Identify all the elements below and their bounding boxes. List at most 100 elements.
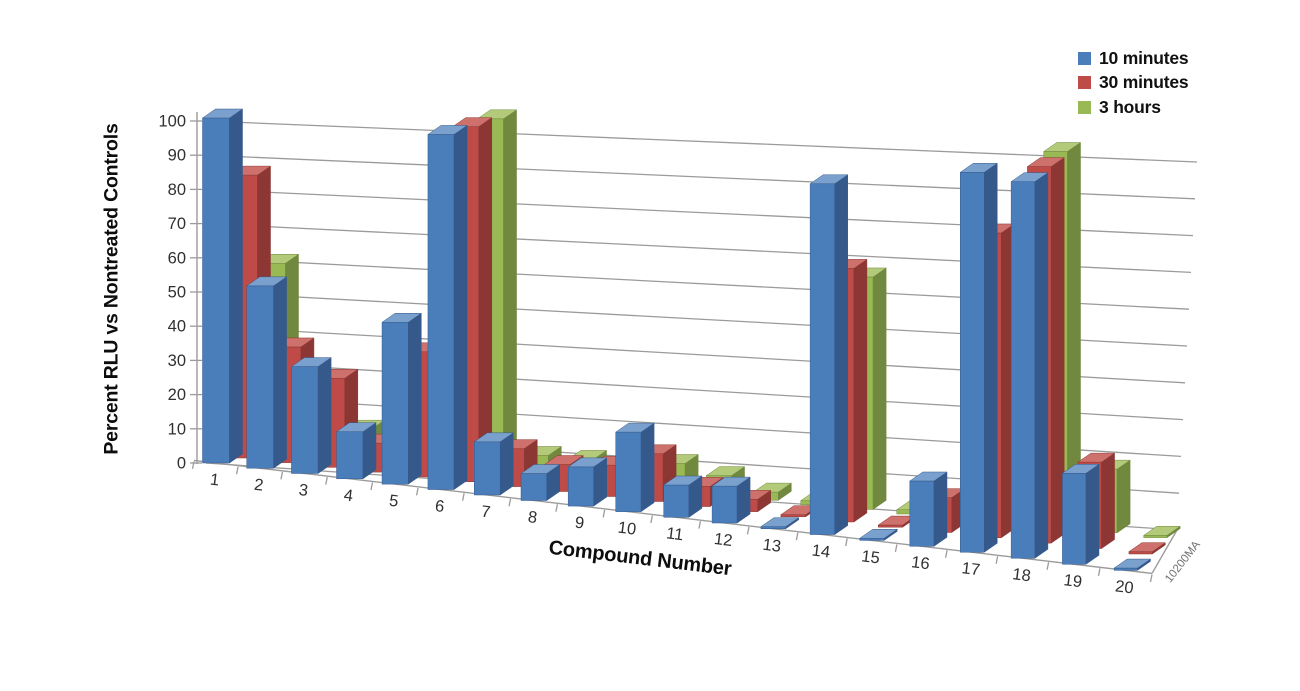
y-tick-label-70: 70 [168, 215, 186, 233]
bar-front-face [878, 524, 903, 528]
bar-side-face [503, 109, 517, 475]
x-tick-17 [995, 556, 999, 564]
bar-front-face [381, 322, 409, 485]
y-tick-label-10: 10 [168, 420, 186, 438]
bar-compound9-10-minutes [567, 457, 608, 507]
bar-front-face [663, 484, 690, 518]
x-category-label-10: 10 [617, 519, 637, 539]
bar-top-face [1042, 142, 1082, 152]
bar-top-face [1077, 452, 1116, 463]
bar-compound3-10-minutes [290, 357, 332, 474]
bar-top-face [662, 475, 703, 486]
x-tick-16 [944, 550, 948, 558]
x-tick-11 [698, 521, 702, 529]
x-category-label-2: 2 [253, 476, 264, 495]
bar-top-face [1026, 157, 1066, 167]
bar-front-face [1113, 567, 1138, 571]
x-tick-13 [795, 532, 799, 541]
bar-top-face [711, 476, 751, 487]
bar-top-face [290, 357, 332, 367]
bar-side-face [834, 174, 848, 536]
bar-side-face [273, 276, 287, 469]
bar-compound8-10-minutes [520, 464, 561, 501]
x-tick-8 [555, 504, 559, 512]
x-tick-18 [1046, 562, 1050, 570]
bar-front-face [1143, 535, 1168, 538]
bar-compound20-30-minutes [1128, 542, 1167, 555]
bar-top-face [567, 457, 608, 468]
bar-front-face [474, 441, 501, 496]
bar-compound10-10-minutes [614, 422, 655, 513]
y-tick-label-80: 80 [168, 181, 186, 199]
gridline-100 [205, 120, 1198, 163]
x-tick-20 [1149, 574, 1153, 583]
bar-side-face [1101, 452, 1115, 550]
bar-side-face [229, 108, 243, 464]
x-tick-0 [191, 461, 195, 470]
bar-front-face [1062, 473, 1087, 565]
x-tick-14 [845, 538, 848, 547]
bar-side-face [1034, 172, 1049, 559]
bar-front-face [615, 431, 642, 512]
bar-front-face [520, 473, 547, 501]
x-category-label-14: 14 [811, 542, 831, 562]
bar-top-face [1010, 172, 1049, 182]
bar-top-face [335, 422, 377, 432]
bar-compound16-10-minutes [909, 471, 948, 547]
bar-top-face [614, 422, 655, 433]
x-tick-7 [508, 498, 512, 507]
x-tick-2 [280, 471, 284, 480]
y-tick-label-50: 50 [168, 284, 186, 302]
bar-compound15-10-minutes [858, 528, 898, 541]
bar-top-face [1113, 558, 1152, 569]
bar-side-face [853, 258, 868, 523]
legend-label-30-minutes: 30 minutes [1099, 72, 1189, 93]
y-tick-label-100: 100 [158, 113, 186, 131]
bar-side-face [362, 422, 377, 480]
legend-swatch-10-minutes-icon [1078, 52, 1091, 66]
legend-item-3-hours: 3 hours [1078, 97, 1188, 117]
y-tick-label-60: 60 [168, 249, 186, 267]
bar-side-face [408, 312, 422, 485]
x-tick-9 [602, 509, 606, 518]
bar-front-face [336, 431, 364, 480]
bar-compound17-10-minutes [959, 162, 999, 553]
bar-top-face [381, 313, 423, 323]
x-category-label-18: 18 [1011, 565, 1031, 585]
legend-item-30-minutes: 30 minutes [1078, 72, 1189, 93]
bar-top-face [201, 108, 244, 119]
x-tick-19 [1097, 568, 1101, 576]
bar-front-face [246, 285, 274, 469]
x-category-label-15: 15 [860, 547, 880, 567]
bar-side-face [1116, 459, 1131, 534]
y-tick-label-0: 0 [177, 455, 186, 473]
bar-compound4-10-minutes [335, 422, 377, 480]
bar-front-face [567, 466, 594, 507]
bar-top-face [476, 109, 518, 120]
bar-top-face [760, 517, 800, 527]
bar-side-face [933, 471, 948, 547]
x-category-label-1: 1 [209, 471, 220, 490]
x-category-label-20: 20 [1114, 577, 1134, 597]
bar-compound6-10-minutes [427, 124, 468, 491]
x-category-label-16: 16 [910, 553, 930, 573]
bar-front-face [202, 117, 230, 464]
x-category-label-5: 5 [388, 492, 399, 511]
bar-top-face [705, 466, 746, 476]
y-axis-title: Percent RLU vs Nontreated Controls [100, 123, 123, 455]
x-tick-5 [415, 487, 419, 496]
bar-compound2-10-minutes [245, 276, 288, 469]
bar-compound5-10-minutes [381, 312, 423, 485]
bar-top-face [809, 174, 849, 185]
x-category-label-3: 3 [298, 481, 309, 500]
legend-swatch-3-hours-icon [1078, 100, 1091, 114]
bar-top-face [909, 471, 948, 482]
bar-top-face [1061, 464, 1100, 474]
bar-top-face [245, 276, 288, 287]
bar-top-face [451, 117, 493, 127]
x-category-label-9: 9 [574, 514, 585, 533]
bar-front-face [1128, 551, 1153, 555]
bar-front-face [909, 480, 935, 547]
bar-front-face [809, 183, 835, 535]
